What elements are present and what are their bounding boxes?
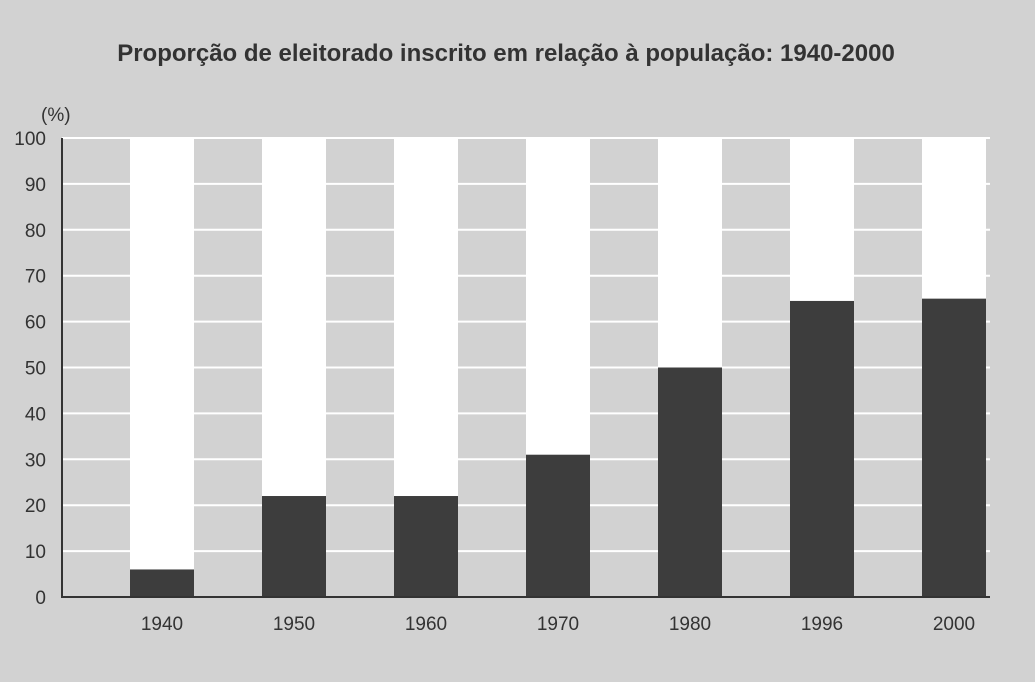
bar-1960	[394, 496, 458, 597]
bar-2000	[922, 298, 986, 597]
y-tick-label-90: 90	[25, 175, 46, 196]
y-tick-label-50: 50	[25, 359, 46, 380]
y-tick-label-100: 100	[14, 129, 46, 150]
y-tick-label-0: 0	[35, 588, 46, 609]
bar-1950	[262, 496, 326, 597]
bar-1996	[790, 300, 854, 597]
x-tick-label-1950: 1950	[273, 614, 315, 635]
x-tick-label-1996: 1996	[801, 614, 843, 635]
y-tick-label-40: 40	[25, 404, 46, 425]
x-tick-label-1980: 1980	[669, 614, 711, 635]
x-tick-label-1960: 1960	[405, 614, 447, 635]
chart-title: Proporção de eleitorado inscrito em rela…	[117, 40, 895, 67]
y-tick-label-30: 30	[25, 450, 46, 471]
y-axis-label: (%)	[41, 105, 71, 126]
bar-1970	[526, 454, 590, 597]
y-tick-label-20: 20	[25, 496, 46, 517]
y-tick-label-70: 70	[25, 267, 46, 288]
y-tick-label-60: 60	[25, 313, 46, 334]
x-tick-label-1940: 1940	[141, 614, 183, 635]
x-tick-label-2000: 2000	[933, 614, 975, 635]
bar-1940	[130, 569, 194, 597]
x-tick-label-1970: 1970	[537, 614, 579, 635]
y-tick-label-10: 10	[25, 542, 46, 563]
y-tick-label-80: 80	[25, 221, 46, 242]
bar-1980	[658, 367, 722, 597]
